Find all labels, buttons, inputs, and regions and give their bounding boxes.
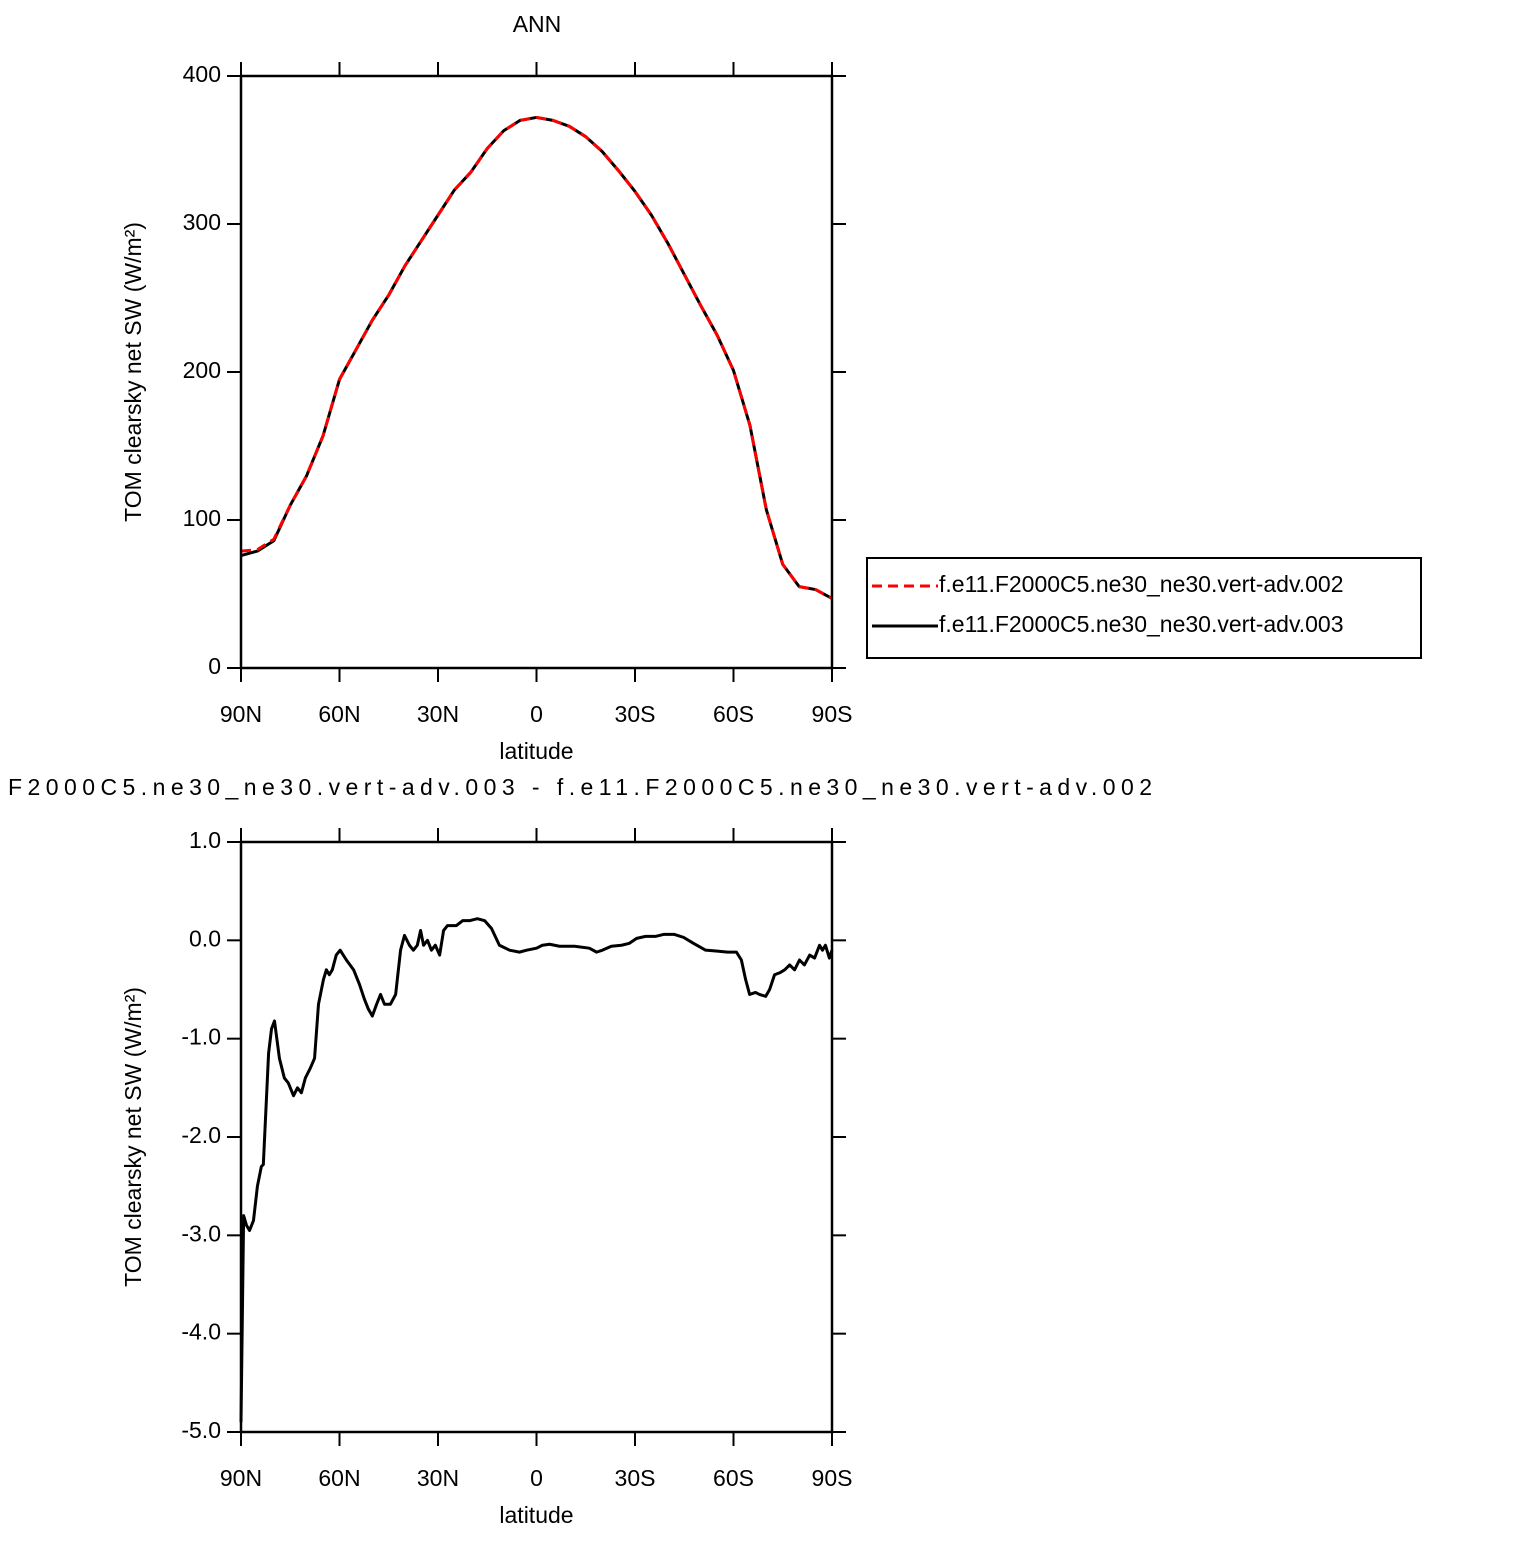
- x-tick-label: 0: [530, 1465, 543, 1491]
- y-tick-label: 0.0: [189, 925, 221, 951]
- y-axis-label: TOM clearsky net SW (W/m²): [120, 222, 146, 522]
- x-tick-label: 0: [530, 701, 543, 727]
- chart-title: ANN: [513, 11, 562, 37]
- x-tick-label: 30S: [615, 1465, 656, 1491]
- x-tick-label: 90S: [812, 1465, 853, 1491]
- x-axis-label: latitude: [499, 1502, 573, 1528]
- x-tick-label: 90N: [220, 701, 262, 727]
- y-tick-label: 0: [208, 653, 221, 679]
- chart-title: F2000C5.ne30_ne30.vert-adv.003 - f.e11.F…: [8, 774, 1152, 800]
- x-tick-label: 30N: [417, 701, 459, 727]
- y-tick-label: -4.0: [181, 1319, 221, 1345]
- x-tick-label: 60N: [318, 1465, 360, 1491]
- plot-frame: [239, 74, 834, 670]
- data-line: [240, 115, 833, 600]
- legend-label: f.e11.F2000C5.ne30_ne30.vert-adv.002: [939, 571, 1344, 597]
- x-axis-label: latitude: [499, 738, 573, 764]
- y-tick-label: 400: [183, 61, 221, 87]
- x-tick-label: 60N: [318, 701, 360, 727]
- y-tick-label: -3.0: [181, 1220, 221, 1246]
- legend-box: [866, 557, 1422, 659]
- y-axis-label: TOM clearsky net SW (W/m²): [120, 987, 146, 1287]
- y-tick-label: 200: [183, 357, 221, 383]
- y-tick-label: 100: [183, 505, 221, 531]
- data-line: [239, 917, 834, 1423]
- y-tick-label: -2.0: [181, 1122, 221, 1148]
- y-tick-label: -5.0: [181, 1417, 221, 1443]
- x-tick-label: 90S: [812, 701, 853, 727]
- x-tick-label: 60S: [713, 1465, 754, 1491]
- x-tick-label: 30S: [615, 701, 656, 727]
- plot-frame: [239, 840, 834, 1434]
- legend-label: f.e11.F2000C5.ne30_ne30.vert-adv.003: [939, 611, 1344, 637]
- y-tick-label: -1.0: [181, 1024, 221, 1050]
- data-line: [240, 115, 833, 600]
- x-tick-label: 30N: [417, 1465, 459, 1491]
- x-tick-label: 90N: [220, 1465, 262, 1491]
- x-tick-label: 60S: [713, 701, 754, 727]
- y-tick-label: 1.0: [189, 827, 221, 853]
- y-tick-label: 300: [183, 209, 221, 235]
